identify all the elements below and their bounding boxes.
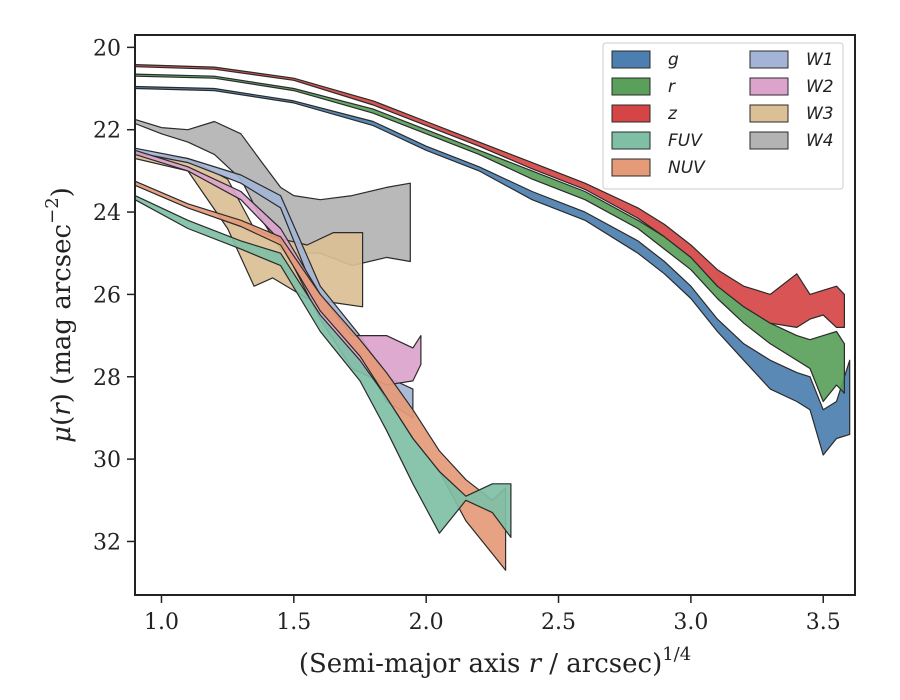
legend-swatch-r	[611, 77, 651, 96]
legend-swatch-z	[611, 104, 651, 123]
series-band-fuv	[134, 195, 512, 538]
legend-label-r: r	[668, 77, 676, 97]
x-tick-label: 3.0	[673, 610, 708, 635]
legend-items: grz FUV NUV W1 W2 W3 W4	[611, 50, 834, 178]
y-tick-label: 20	[93, 36, 121, 61]
legend-swatch-w2	[749, 77, 789, 96]
series-band-z	[134, 63, 845, 328]
y-axis-title: μ(r) (mag arcsec−2)	[42, 187, 77, 443]
y-tick-label: 28	[93, 366, 121, 391]
legend-label-w3: W3	[806, 104, 834, 124]
legend-swatch-w4	[749, 131, 789, 150]
legend-label-w1: W1	[806, 50, 834, 70]
y-tick-label: 32	[93, 530, 121, 555]
legend-swatch-nuv	[611, 158, 651, 177]
legend-swatch-fuv	[611, 131, 651, 150]
plot-frame	[134, 34, 856, 596]
legend-item-w2: W2	[749, 77, 834, 97]
legend-label-w4: W4	[806, 131, 834, 151]
legend-item-g: g	[611, 50, 679, 70]
legend-swatch-w1	[749, 50, 789, 69]
tick-layer: 1.0 1.5 2.0 2.5 3.0 3.5 20 22 24 26 28 30 32	[93, 36, 841, 635]
x-tick-label: 1.5	[276, 610, 311, 635]
x-tick-label: 2.0	[409, 610, 444, 635]
legend-item-z: z	[611, 104, 678, 124]
series-layer	[134, 63, 851, 571]
legend: grz FUV NUV W1 W2 W3 W4	[602, 42, 844, 190]
legend-item-r: r	[611, 77, 676, 97]
legend-item-w3: W3	[749, 104, 834, 124]
legend-swatch-g	[611, 50, 651, 69]
legend-label-nuv: NUV	[668, 158, 706, 178]
legend-item-w1: W1	[749, 50, 834, 70]
legend-label-fuv: FUV	[668, 131, 703, 151]
x-tick-label: 2.5	[541, 610, 576, 635]
legend-label-g: g	[668, 50, 679, 70]
y-tick-label: 24	[93, 201, 121, 226]
legend-swatch-w3	[749, 104, 789, 123]
legend-item-w4: W4	[749, 131, 834, 151]
legend-item-nuv: NUV	[611, 158, 706, 178]
series-band-r	[134, 73, 845, 403]
x-axis-title: (Semi-major axis r / arcsec)1/4	[299, 644, 691, 679]
legend-label-z: z	[667, 104, 678, 124]
series-band-w2	[134, 149, 422, 386]
series-band-g	[134, 85, 851, 456]
legend-item-fuv: FUV	[611, 131, 703, 151]
y-tick-label: 26	[93, 283, 121, 308]
series-band-nuv	[134, 180, 507, 571]
y-tick-label: 22	[93, 119, 121, 144]
x-tick-label: 1.0	[144, 610, 179, 635]
legend-label-w2: W2	[806, 77, 834, 97]
x-tick-label: 3.5	[806, 610, 841, 635]
y-tick-label: 30	[93, 448, 121, 473]
